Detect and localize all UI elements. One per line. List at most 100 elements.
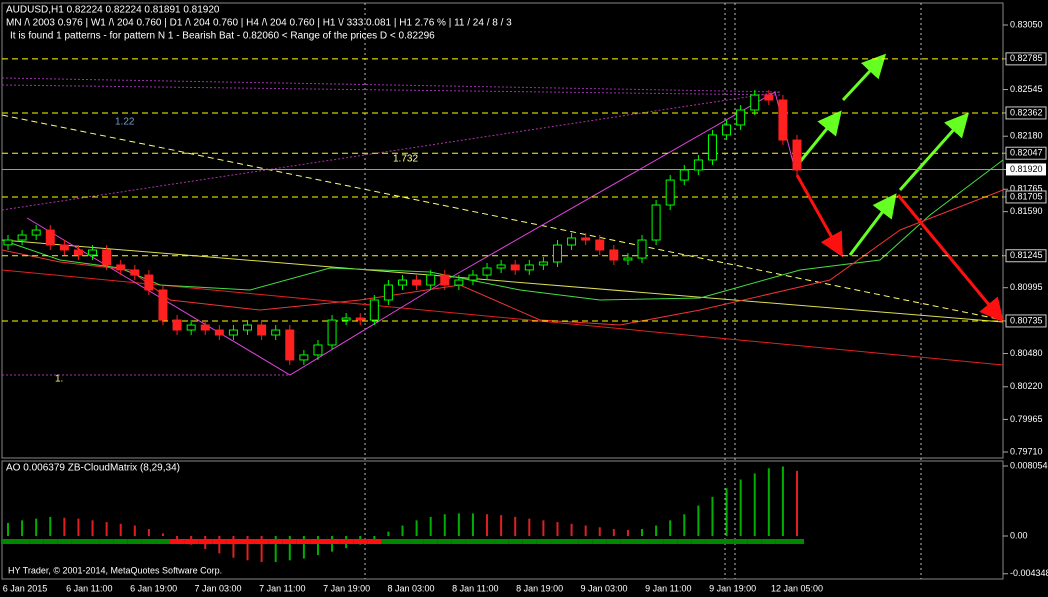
bid-box xyxy=(1006,163,1046,176)
cloud-matrix-cell xyxy=(198,538,213,544)
candle-body xyxy=(17,234,27,241)
candle-body xyxy=(552,244,562,263)
cloud-matrix-cell xyxy=(578,538,593,544)
candle-body xyxy=(200,324,210,331)
cloud-matrix-cell xyxy=(282,538,297,544)
cloud-matrix-cell xyxy=(508,538,523,544)
drawing-objects xyxy=(1,53,1004,376)
symbol-line: AUDUSD,H1 0.82224 0.82224 0.81891 0.8192… xyxy=(6,5,220,16)
level-box xyxy=(1005,106,1047,120)
candle-body xyxy=(383,284,393,301)
cloud-matrix-cell xyxy=(99,538,114,544)
indicator-panel xyxy=(1,460,1004,580)
price-label: 0.83050 xyxy=(1010,19,1043,29)
indicator-tick-label: 0.008054 xyxy=(1010,460,1048,470)
indicator-label: AO 0.006379 ZB-CloudMatrix (8,29,34) xyxy=(6,463,180,474)
cloud-matrix-cell xyxy=(29,538,44,544)
cloud-matrix-cell xyxy=(0,538,16,544)
cloud-matrix-cell xyxy=(719,538,734,544)
candle-body xyxy=(637,239,647,259)
strength-line: MN /\ 2003 0.976 | W1 /\ 204 0.760 | D1 … xyxy=(6,18,512,29)
cloud-matrix-cell xyxy=(592,538,607,544)
candle-body xyxy=(468,274,478,281)
cloud-matrix-cell xyxy=(325,538,340,544)
cloud-matrix-cell xyxy=(367,538,382,544)
candle-body xyxy=(172,319,182,331)
candle-body xyxy=(510,264,520,271)
cloud-matrix-cell xyxy=(451,538,466,544)
candle-body xyxy=(73,249,83,256)
cloud-matrix-cell xyxy=(691,538,706,544)
candle-body xyxy=(581,237,591,241)
cloud-matrix-cell xyxy=(57,538,72,544)
price-label: 0.81765 xyxy=(1010,184,1043,194)
candle-body xyxy=(496,264,506,269)
candle-body xyxy=(369,299,379,321)
cloud-matrix-cell xyxy=(479,538,495,544)
cloud-matrix-cell xyxy=(705,538,720,544)
time-label: 6 Jan 2015 xyxy=(3,583,48,593)
cloud-matrix-cell xyxy=(437,538,452,544)
cloud-matrix-cell xyxy=(536,538,551,544)
cloud-matrix-cell xyxy=(353,538,368,544)
cloud-matrix-cell xyxy=(465,538,480,544)
candle-body xyxy=(313,344,323,356)
time-label: 6 Jan 19:00 xyxy=(130,583,177,593)
candle-body xyxy=(398,279,407,286)
candle-body xyxy=(355,317,365,321)
price-panel xyxy=(1,2,1004,459)
indicator-tick-label: -0.004348 xyxy=(1010,568,1048,578)
price-label: 0.79965 xyxy=(1010,414,1043,424)
candle-body xyxy=(59,244,69,251)
cloud-matrix-cell xyxy=(634,538,650,544)
candle-body xyxy=(88,249,98,256)
cloud-matrix-cell xyxy=(620,538,635,544)
candle-body xyxy=(158,289,168,321)
pattern-line: It is found 1 patterns - for pattern N 1… xyxy=(10,31,435,42)
time-label: 9 Jan 03:00 xyxy=(580,583,627,593)
time-label: 8 Jan 19:00 xyxy=(516,583,563,593)
cloud-matrix-cell xyxy=(381,538,396,544)
price-label: 0.81705 xyxy=(1010,191,1043,201)
candle-body xyxy=(144,274,154,291)
time-label: 7 Jan 19:00 xyxy=(323,583,370,593)
candle-body xyxy=(567,237,577,246)
candle-body xyxy=(299,354,309,361)
cloud-matrix-cell xyxy=(550,538,565,544)
price-label: 0.81245 xyxy=(1010,250,1043,260)
candle-body xyxy=(665,179,675,206)
candle-body xyxy=(341,317,351,321)
candle-body xyxy=(707,134,717,161)
candle-body xyxy=(693,159,703,171)
candle-body xyxy=(31,229,41,236)
cloud-matrix-cell xyxy=(15,538,30,544)
level-box xyxy=(1005,146,1047,160)
cloud-matrix-cell xyxy=(409,538,424,544)
time-label: 8 Jan 03:00 xyxy=(387,583,434,593)
candle-body xyxy=(412,279,422,286)
candle-body xyxy=(285,329,295,361)
copyright: HY Trader, © 2001-2014, MetaQuotes Softw… xyxy=(8,565,222,575)
cloud-matrix-cell xyxy=(296,538,311,544)
cloud-matrix-cell xyxy=(43,538,58,544)
cloud-matrix-cell xyxy=(141,538,156,544)
price-label: 0.80735 xyxy=(1010,315,1043,325)
cloud-matrix-cell xyxy=(395,538,410,544)
time-label: 9 Jan 19:00 xyxy=(709,583,756,593)
candle-body xyxy=(454,279,464,286)
indicator-tick-label: 0.00 xyxy=(1010,530,1028,540)
candle-body xyxy=(595,239,605,251)
cloud-matrix-cell xyxy=(170,538,185,544)
candle-body xyxy=(426,274,436,286)
candle-body xyxy=(736,109,746,126)
cloud-matrix-cell xyxy=(127,538,142,544)
candle-body xyxy=(116,264,126,271)
cloud-matrix-cell xyxy=(761,538,776,544)
cloud-matrix-cell xyxy=(564,538,579,544)
candle-body xyxy=(243,324,253,331)
annotation: 1.22 xyxy=(115,117,135,128)
candle-body xyxy=(609,249,619,261)
annotation: 1. xyxy=(55,374,63,385)
cloud-matrix-cell xyxy=(85,538,100,544)
time-label: 7 Jan 11:00 xyxy=(259,583,305,593)
